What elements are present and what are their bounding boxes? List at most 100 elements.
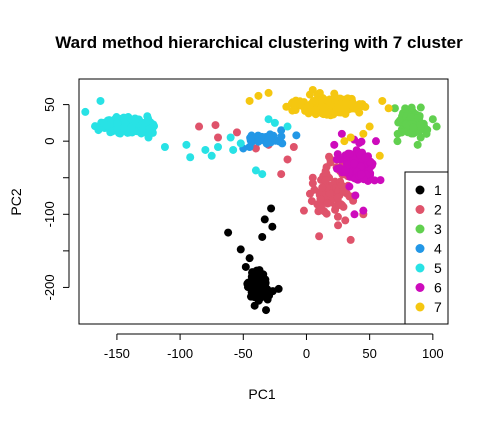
legend-label: 2 (434, 202, 442, 218)
data-point (229, 145, 238, 154)
data-point (337, 200, 346, 209)
legend-label: 1 (434, 182, 442, 198)
data-point (283, 122, 292, 131)
data-point (333, 193, 342, 202)
data-point (378, 96, 387, 105)
data-point (348, 99, 357, 108)
series-6 (330, 129, 385, 219)
series-5 (81, 96, 292, 179)
data-point (384, 104, 393, 113)
data-point (355, 138, 364, 147)
chart-title: Ward method hierarchical clustering with… (55, 33, 463, 52)
data-point (226, 133, 235, 142)
data-point (336, 155, 345, 164)
data-point (262, 306, 271, 315)
data-point (258, 170, 267, 179)
data-point (274, 284, 283, 293)
data-point (232, 128, 241, 137)
data-point (356, 162, 365, 171)
data-point (337, 129, 346, 138)
data-point (296, 100, 305, 109)
data-point (81, 107, 90, 116)
legend-box (404, 171, 449, 325)
data-point (264, 115, 273, 124)
data-points (81, 85, 441, 315)
data-point (409, 123, 418, 132)
y-tick-label: 50 (42, 97, 57, 111)
data-point (401, 104, 410, 113)
y-axis: -200 -100 0 50 (42, 97, 70, 300)
data-point (283, 155, 292, 164)
data-point (406, 113, 415, 122)
series-3 (390, 103, 441, 149)
data-point (317, 102, 326, 111)
legend-label: 5 (434, 260, 442, 276)
data-point (282, 102, 291, 111)
data-point (91, 122, 100, 131)
data-point (407, 103, 416, 112)
data-point (416, 133, 425, 142)
data-point (130, 117, 139, 126)
data-point (333, 104, 342, 113)
x-tick-label: 0 (303, 346, 310, 361)
data-point (201, 145, 210, 154)
data-point (390, 104, 399, 113)
data-point (333, 212, 342, 221)
data-point (236, 245, 245, 254)
data-point (422, 129, 431, 138)
data-point (254, 91, 263, 100)
series-1 (224, 204, 283, 315)
y-axis-label: PC2 (8, 188, 24, 215)
data-point (345, 182, 354, 191)
data-point (340, 137, 349, 146)
legend-marker (415, 244, 425, 253)
data-point (103, 121, 112, 130)
data-point (186, 153, 195, 162)
data-point (370, 176, 379, 185)
data-point (182, 140, 191, 149)
data-point (346, 235, 355, 244)
data-point (277, 170, 286, 179)
data-point (351, 191, 360, 200)
data-point (350, 159, 359, 168)
data-point (393, 137, 402, 146)
data-point (277, 132, 286, 141)
x-tick-label: -150 (104, 346, 130, 361)
data-point (432, 122, 441, 131)
data-point (341, 216, 350, 225)
legend-label: 4 (434, 241, 442, 257)
data-point (322, 169, 331, 178)
data-point (211, 121, 220, 130)
data-point (270, 118, 279, 127)
data-point (250, 301, 259, 310)
data-point (119, 123, 128, 132)
x-tick-label: 50 (362, 346, 376, 361)
x-tick-label: -100 (167, 346, 193, 361)
data-point (260, 215, 269, 224)
data-point (350, 210, 359, 219)
data-point (263, 136, 272, 145)
data-point (365, 122, 374, 131)
y-tick-label: -200 (42, 274, 57, 300)
data-point (207, 151, 216, 160)
data-point (357, 170, 366, 179)
data-point (321, 176, 330, 185)
data-point (393, 129, 402, 138)
data-point (359, 206, 368, 215)
legend-marker (415, 205, 425, 214)
data-point (236, 139, 245, 148)
data-point (256, 288, 265, 297)
data-point (144, 133, 153, 142)
data-point (355, 100, 364, 109)
data-point (214, 143, 223, 152)
data-point (145, 124, 154, 133)
x-axis-label: PC1 (248, 386, 275, 402)
legend-marker (415, 302, 425, 312)
legend-marker (415, 185, 425, 195)
data-point (248, 268, 257, 277)
legend-marker (415, 283, 425, 292)
legend-marker (415, 263, 425, 273)
legend-label: 7 (434, 299, 442, 315)
data-point (346, 133, 355, 142)
data-point (292, 131, 301, 140)
